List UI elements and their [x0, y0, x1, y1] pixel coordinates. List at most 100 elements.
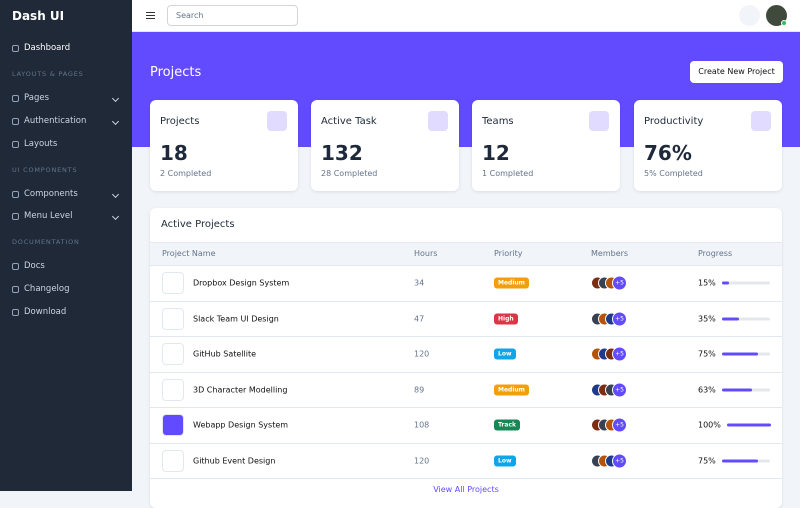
- priority-badge: Track: [494, 419, 520, 431]
- sidebar: Dash UI Dashboard LAYOUTS & PAGES Pages Aut…: [0, 0, 132, 491]
- nav-link[interactable]: Dashboard: [12, 43, 118, 53]
- card-title: Productivity: [644, 116, 704, 127]
- progress-label: 75%: [698, 456, 716, 466]
- project-logo: [162, 378, 184, 401]
- column-header: Project Name: [162, 249, 216, 258]
- nav-icon: [12, 117, 19, 125]
- brand[interactable]: Dash UI: [12, 9, 65, 23]
- nav-label: Pages: [24, 93, 50, 103]
- column-header: Priority: [494, 249, 523, 258]
- hours: 120: [414, 456, 430, 466]
- page-title: Projects: [150, 65, 202, 80]
- project-logo: [162, 414, 184, 437]
- progress-track: [722, 352, 770, 356]
- table-row: Dropbox Design System 34 Medium +5 15%: [150, 266, 782, 302]
- project-name: Webapp Design System: [193, 420, 289, 430]
- progress-label: 63%: [698, 385, 716, 395]
- table-row: Github Event Design 120 Low +5 75%: [150, 444, 782, 479]
- card-subtitle: 1 Completed: [482, 169, 534, 178]
- project-name: Slack Team UI Design: [193, 314, 279, 324]
- progress-track: [727, 423, 771, 427]
- card-subtitle: 28 Completed: [321, 169, 378, 178]
- nav-section: DOCUMENTATION: [12, 238, 80, 246]
- nav-link[interactable]: Docs: [12, 261, 118, 271]
- priority-badge: Low: [494, 348, 516, 360]
- nav-icon: [12, 140, 19, 148]
- nav-label: Authentication: [24, 116, 87, 126]
- members-more: +5: [612, 346, 627, 362]
- progress-label: 100%: [698, 420, 721, 430]
- nav-link[interactable]: Download: [12, 307, 118, 317]
- nav-section: UI COMPONENTS: [12, 166, 78, 174]
- nav-link[interactable]: Authentication: [12, 116, 120, 126]
- chevron: [111, 94, 120, 102]
- column-header: Progress: [698, 249, 733, 258]
- card-icon: [267, 111, 287, 131]
- column-header: Members: [591, 249, 629, 258]
- card-title: Projects: [160, 116, 200, 127]
- card-title: Teams: [482, 116, 514, 127]
- project-logo: [162, 343, 184, 366]
- hours: 120: [414, 349, 430, 359]
- hours: 47: [414, 314, 425, 324]
- progress-bar: [722, 281, 730, 285]
- priority-badge: Medium: [494, 384, 529, 396]
- nav-label: Changelog: [24, 284, 70, 294]
- nav-icon: [12, 94, 19, 102]
- nav-section: LAYOUTS & PAGES: [12, 70, 84, 78]
- nav-icon: [12, 308, 19, 316]
- table-row: Slack Team UI Design 47 High +5 35%: [150, 302, 782, 337]
- progress-bar: [722, 352, 758, 356]
- card-subtitle: 5% Completed: [644, 169, 703, 178]
- members-more: +5: [612, 311, 627, 327]
- nav-link[interactable]: Menu Level: [12, 211, 120, 221]
- progress-track: [722, 317, 770, 321]
- nav-icon: [12, 262, 19, 270]
- hours: 108: [414, 420, 430, 430]
- view-all-link[interactable]: View All Projects: [433, 485, 499, 494]
- progress-label: 35%: [698, 314, 716, 324]
- projects-table: Active Projects View All Projects Projec…: [150, 208, 782, 508]
- stat-card: Teams 12 1 Completed: [472, 100, 620, 191]
- create-button[interactable]: Create New Project: [690, 61, 783, 83]
- progress-track: [722, 388, 770, 392]
- search-input[interactable]: Search: [167, 5, 298, 26]
- hours: 89: [414, 385, 425, 395]
- stat-card: Active Task 132 28 Completed: [311, 100, 459, 191]
- nav-label: Layouts: [24, 139, 58, 149]
- column-header: Hours: [414, 249, 438, 258]
- card-icon: [428, 111, 448, 131]
- card-value: 76%: [644, 141, 692, 165]
- chevron: [111, 190, 120, 198]
- nav-label: Download: [24, 307, 67, 317]
- stat-card: Projects 18 2 Completed: [150, 100, 298, 191]
- nav-icon: [12, 285, 19, 293]
- project-name: Dropbox Design System: [193, 278, 290, 288]
- card-value: 18: [160, 141, 188, 165]
- progress-track: [722, 281, 770, 285]
- nav-label: Menu Level: [24, 211, 73, 221]
- card-icon: [751, 111, 771, 131]
- progress-bar: [722, 459, 758, 463]
- table-row: Webapp Design System 108 Track +5 100%: [150, 408, 782, 444]
- nav-icon: [12, 212, 19, 220]
- card-title: Active Task: [321, 116, 377, 127]
- card-value: 12: [482, 141, 510, 165]
- stat-card: Productivity 76% 5% Completed: [634, 100, 782, 191]
- priority-badge: Medium: [494, 277, 529, 289]
- menu-toggle[interactable]: [146, 12, 155, 19]
- table-header: [150, 242, 782, 266]
- members-more: +5: [612, 275, 627, 291]
- nav-link[interactable]: Changelog: [12, 284, 118, 294]
- nav-icon: [12, 44, 19, 52]
- nav-link[interactable]: Layouts: [12, 139, 118, 149]
- chevron: [111, 212, 120, 220]
- nav-link[interactable]: Pages: [12, 93, 120, 103]
- notifications[interactable]: [739, 5, 760, 26]
- members-more: +5: [612, 417, 627, 433]
- hours: 34: [414, 278, 425, 288]
- chevron: [111, 117, 120, 125]
- nav-link[interactable]: Components: [12, 189, 120, 199]
- progress-bar: [722, 317, 739, 321]
- progress-bar: [727, 423, 771, 427]
